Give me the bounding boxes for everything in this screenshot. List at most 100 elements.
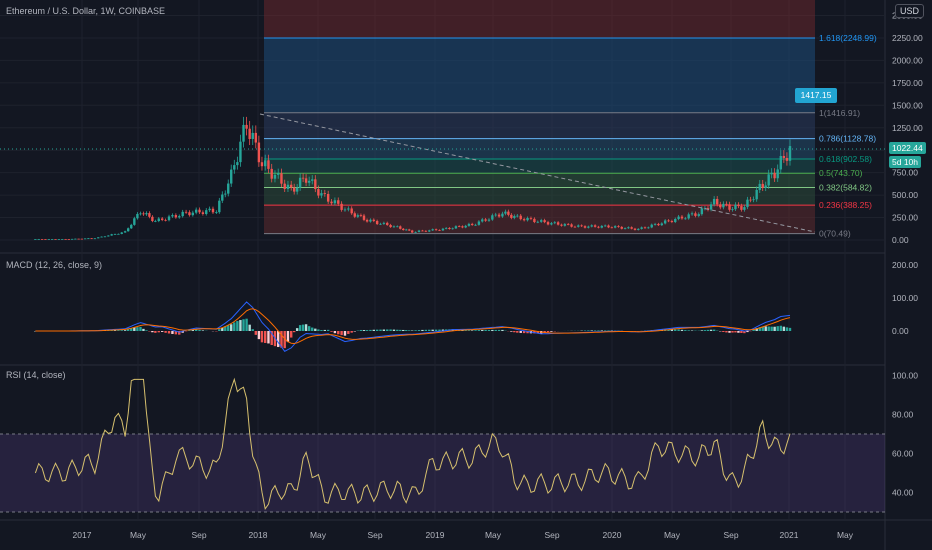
candle-body [501, 213, 504, 217]
candle-body [83, 238, 87, 240]
candle-body [389, 224, 392, 228]
candle-body [120, 232, 123, 234]
candle-body [221, 194, 224, 201]
macd-histogram-bar [722, 331, 725, 332]
time-axis-label: May [664, 530, 681, 540]
candle-body [301, 177, 305, 179]
candle-body [743, 207, 746, 210]
candle-body [540, 220, 543, 222]
rsi-panel[interactable] [0, 377, 885, 513]
candle-body [347, 208, 350, 210]
macd-histogram-bar [519, 331, 522, 333]
candle-body [577, 225, 580, 227]
candle-body [513, 216, 516, 218]
fib-level-label: 1.618(2248.99) [819, 33, 877, 43]
macd-histogram-bar [690, 330, 694, 331]
time-axis-label: 2019 [426, 530, 445, 540]
candle-body [444, 227, 448, 229]
macd-histogram-bar [510, 331, 513, 332]
macd-histogram-bar [267, 331, 270, 344]
candle-body [434, 229, 438, 231]
candle-body [700, 208, 704, 215]
candle-body [414, 231, 417, 233]
candle-body [372, 219, 375, 221]
candle-body [386, 222, 389, 225]
candle-body [399, 226, 402, 229]
candle-body [260, 162, 264, 167]
fibonacci-retracement[interactable]: 1.618(2248.99) 1(1416.91) 0.786(1128.78) 0.… [264, 0, 877, 239]
macd-histogram-bar [779, 325, 782, 331]
price-axis-label: 2250.00 [892, 33, 923, 43]
candle-body [396, 226, 399, 228]
macd-histogram-bar [298, 325, 302, 331]
candle-body [181, 211, 184, 217]
macd-histogram-bar [725, 331, 728, 333]
currency-button[interactable]: USD [894, 4, 924, 18]
macd-histogram-bar [593, 330, 597, 331]
macd-histogram-bar [734, 331, 737, 333]
candle-body [563, 224, 567, 226]
candle-body [740, 206, 743, 210]
candle-body [529, 218, 533, 219]
macd-histogram-bar [706, 329, 710, 331]
candle-body [340, 203, 343, 210]
macd-histogram-bar [230, 324, 233, 331]
macd-histogram-bar [731, 331, 734, 333]
candle-body [504, 211, 507, 214]
candle-body [160, 218, 164, 220]
macd-histogram-bar [776, 326, 779, 331]
candle-body [50, 239, 54, 240]
candle-body [211, 208, 215, 213]
candle-body [224, 193, 227, 195]
trend-line[interactable] [259, 113, 816, 233]
candle-body [570, 224, 573, 227]
price-axis-label: 2000.00 [892, 55, 923, 65]
candle-body [573, 226, 577, 228]
macd-histogram-bar [317, 329, 320, 331]
macd-histogram-bar [290, 331, 293, 338]
macd-histogram-bar [677, 329, 680, 331]
candle-body [257, 142, 261, 163]
candle-body [633, 228, 637, 230]
price-callout[interactable]: 1417.15 [795, 88, 837, 103]
candle-body [362, 215, 366, 220]
macd-histogram-bar [136, 327, 139, 331]
rsi-axis-label: 100.00 [892, 371, 918, 381]
candle-body [107, 235, 110, 237]
macd-histogram-bar [365, 330, 369, 331]
candle-body [77, 238, 80, 240]
macd-histogram-bar [295, 328, 299, 331]
candle-body [97, 237, 100, 239]
candle-body [597, 226, 600, 228]
macd-histogram-bar [543, 331, 546, 333]
candle-body [113, 233, 117, 235]
macd-histogram-bar [743, 331, 746, 334]
candle-body [47, 239, 51, 240]
macd-histogram-bar [590, 330, 593, 331]
candle-body [507, 211, 510, 215]
macd-histogram-bar [382, 329, 386, 331]
macd-histogram-bar [34, 331, 37, 332]
candle-body [457, 226, 461, 228]
price-axis-label: 500.00 [892, 190, 918, 200]
candle-body [526, 218, 529, 221]
macd-histogram-bar [405, 330, 408, 331]
candle-body [767, 174, 770, 186]
macd-histogram-bar [764, 326, 767, 331]
candle-body [333, 200, 337, 204]
price-candles [34, 116, 792, 240]
candle-body [218, 200, 221, 213]
candle-body [273, 174, 277, 179]
candle-body [709, 204, 713, 210]
candle-body [136, 213, 139, 219]
candle-body [267, 160, 270, 169]
candle-body [694, 213, 697, 216]
macd-panel[interactable] [34, 301, 792, 352]
candle-body [474, 224, 477, 226]
macd-histogram-bar [607, 330, 610, 331]
macd-histogram-bar [477, 330, 481, 331]
macd-histogram-bar [474, 330, 477, 331]
macd-histogram-bar [402, 329, 405, 331]
macd-histogram-bar [536, 331, 539, 334]
